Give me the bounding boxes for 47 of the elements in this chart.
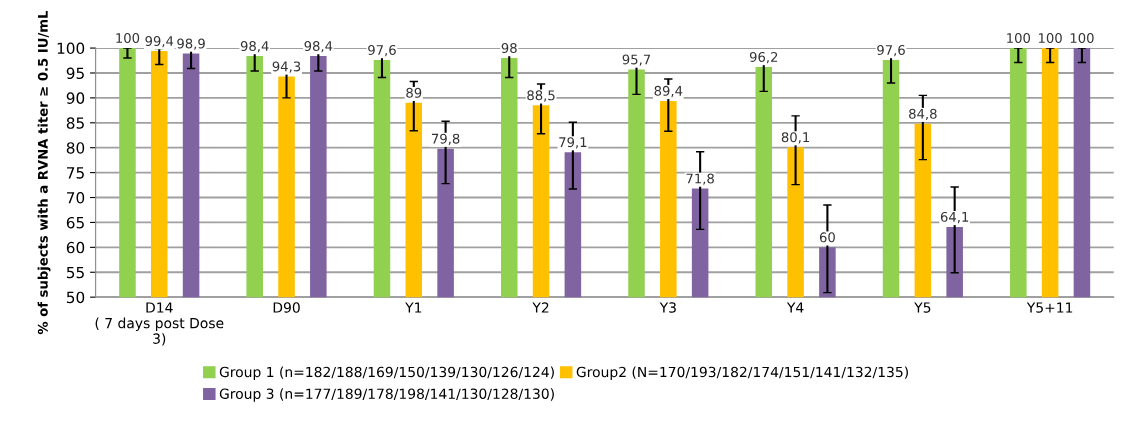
data-label: 99,4 [145, 36, 174, 48]
data-label: 100 [1070, 33, 1094, 44]
y-tick-label: 100 [57, 42, 85, 55]
y-tick-label: 80 [66, 142, 85, 154]
data-label: 60 [819, 232, 835, 243]
y-tick-label: 55 [66, 266, 84, 279]
legend-label: Group 3 (n=177/189/178/198/141/130/128/130) [219, 388, 554, 402]
data-label: 98,4 [304, 41, 333, 53]
x-tick-label: Y4 [786, 302, 804, 313]
x-tick-label: Y5+11 [1026, 302, 1073, 313]
data-label: 97,6 [368, 45, 396, 57]
x-tick-label: Y3 [659, 302, 676, 313]
data-label: 96,2 [749, 51, 778, 64]
data-label: 64,1 [940, 211, 969, 224]
data-label: 89 [406, 87, 422, 98]
y-tick-label: 90 [66, 92, 85, 104]
x-tick-label: D90 [273, 302, 300, 313]
data-label: 84,8 [909, 108, 937, 121]
data-label: 71,8 [686, 173, 714, 185]
data-label: 100 [1007, 33, 1031, 44]
legend-label: Group 1 (n=182/188/169/150/139/130/126/124) [219, 366, 554, 380]
x-tick-label: Y1 [405, 302, 422, 313]
data-label: 98 [501, 43, 517, 53]
y-tick-label: 65 [66, 216, 84, 229]
data-label: 98,9 [177, 38, 205, 50]
data-label: 80,1 [781, 132, 810, 144]
data-label: 79,8 [432, 133, 460, 145]
y-tick-label: 70 [67, 191, 85, 204]
y-tick-label: 85 [66, 117, 84, 129]
data-label: 97,6 [877, 45, 905, 57]
data-label: 100 [1038, 33, 1062, 44]
y-tick-label: 95 [66, 67, 84, 79]
data-label: 94,3 [272, 61, 301, 73]
y-tick-label: 60 [66, 241, 85, 254]
y-tick-label: 75 [67, 167, 84, 179]
data-label: 88,5 [527, 90, 555, 102]
x-tick-label: D14 ( 7 days post Dose 3) [95, 302, 224, 346]
x-tick-label: Y5 [914, 302, 931, 313]
data-label: 98,4 [240, 41, 269, 53]
x-tick-label: Y2 [532, 302, 549, 313]
y-axis-title: % of subjects with a RVNA titer ≥ 0.5 IU/mL [37, 10, 51, 335]
data-label: 89,4 [654, 85, 683, 98]
data-label: 100 [116, 33, 140, 44]
y-tick-label: 50 [66, 291, 85, 304]
data-label: 95,7 [622, 54, 651, 66]
legend-label: Group2 (N=170/193/182/174/151/141/132/135) [576, 366, 908, 380]
data-label: 79,1 [559, 137, 587, 149]
